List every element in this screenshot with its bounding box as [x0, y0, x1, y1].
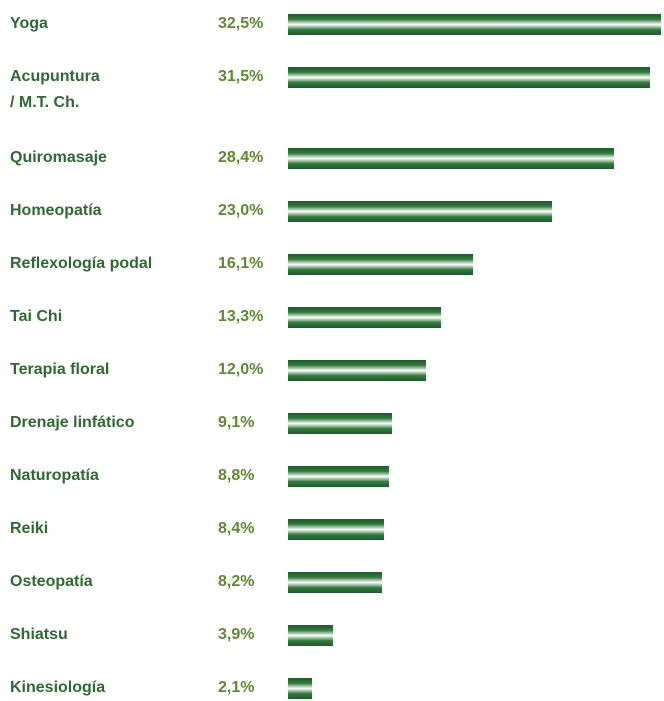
value-label: 23,0% [218, 202, 264, 219]
value-label: 3,9% [218, 626, 255, 643]
category-label: Acupuntura / M.T. Ch. [10, 68, 100, 111]
category-label: Kinesiología [10, 679, 106, 696]
value-label: 13,3% [218, 308, 264, 325]
bar [288, 519, 385, 540]
category-label: Yoga [10, 15, 48, 32]
bar [288, 360, 426, 381]
category-label: Terapia floral [10, 361, 110, 378]
value-label: 16,1% [218, 255, 264, 272]
category-label: Drenaje linfático [10, 414, 135, 431]
bar [288, 572, 383, 593]
category-label: Reiki [10, 520, 49, 537]
value-label: 2,1% [218, 679, 255, 696]
value-label: 8,2% [218, 573, 255, 590]
value-label: 28,4% [218, 149, 264, 166]
value-label: 9,1% [218, 414, 255, 431]
value-label: 8,8% [218, 467, 255, 484]
category-label: Osteopatía [10, 573, 93, 590]
bar [288, 254, 473, 275]
bar [288, 14, 661, 35]
category-label: Shiatsu [10, 626, 68, 643]
bar [288, 413, 393, 434]
bar [288, 678, 313, 699]
value-label: 8,4% [218, 520, 255, 537]
category-label: Homeopatía [10, 202, 102, 219]
bar [288, 307, 441, 328]
bar [288, 67, 650, 88]
bar [288, 148, 614, 169]
value-label: 31,5% [218, 68, 264, 85]
category-label: Naturopatía [10, 467, 99, 484]
category-label: Reflexología podal [10, 255, 153, 272]
value-label: 12,0% [218, 361, 264, 378]
bar [288, 201, 552, 222]
value-label: 32,5% [218, 15, 264, 32]
bar [288, 466, 389, 487]
bar [288, 625, 333, 646]
category-label: Quiromasaje [10, 149, 107, 166]
category-label: Tai Chi [10, 308, 63, 325]
